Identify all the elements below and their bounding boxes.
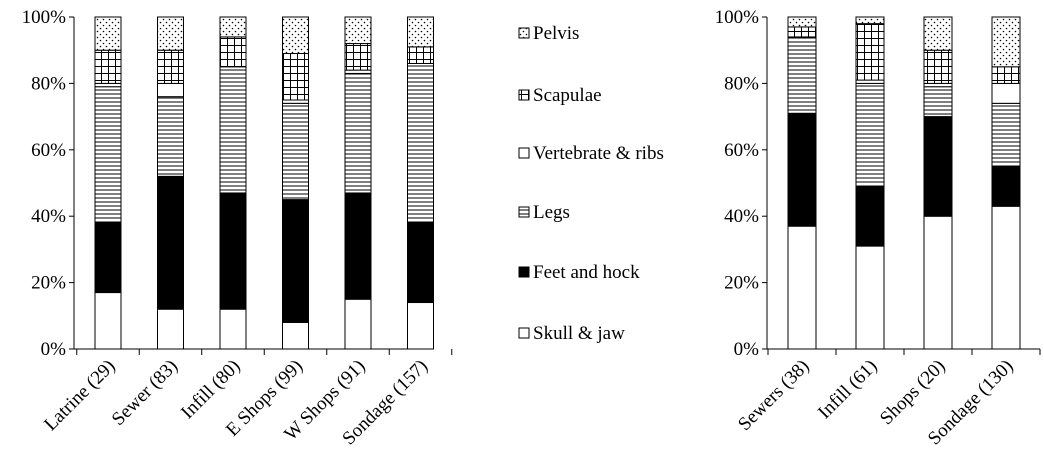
bar-segment-legs: [991, 102, 1021, 167]
legend-swatch-skull-jaw: [518, 327, 530, 339]
legend-swatch-scapulae: [518, 89, 530, 101]
bar-segment-skull-jaw: [94, 292, 122, 350]
bar-segment-scapulae: [157, 49, 184, 84]
bar-segment-legs: [787, 36, 817, 114]
bar-segment-scapulae: [94, 49, 122, 84]
bar-segment-pelvis: [923, 16, 953, 51]
x-category-label: Sewers (38): [734, 356, 813, 435]
bar-segment-skull-jaw: [855, 245, 885, 350]
bar-segment-feet-and-hock: [282, 199, 309, 323]
y-tick-label: 40%: [31, 206, 66, 227]
legend-swatch-pelvis: [518, 27, 530, 39]
bar-segment-skull-jaw: [344, 298, 372, 350]
bar-segment-vertebrate-ribs: [157, 82, 184, 98]
bar-segment-skull-jaw: [787, 225, 817, 350]
bar-segment-feet-and-hock: [787, 112, 817, 227]
bar-segment-scapulae: [344, 43, 372, 71]
y-tick-label: 0%: [734, 339, 760, 360]
bar-segment-scapulae: [991, 66, 1021, 84]
y-tick-label: 100%: [22, 7, 67, 28]
bar-segment-legs: [344, 72, 372, 194]
x-category-label: Infill (61): [814, 356, 881, 423]
bar-segment-scapulae: [219, 36, 247, 68]
bar-segment-feet-and-hock: [991, 165, 1021, 207]
bar-segment-pelvis: [219, 16, 247, 38]
y-tick-label: 80%: [724, 73, 759, 94]
legend-swatch-legs: [518, 206, 530, 218]
y-tick-label: 100%: [715, 7, 760, 28]
bar-segment-pelvis: [157, 16, 184, 51]
x-category-label: Latrine (29): [40, 356, 119, 435]
bar-segment-feet-and-hock: [923, 116, 953, 217]
chart-left: 0% 20% 40% 60% 80% 100% Latrine (29)Sewer (83)…: [22, 7, 453, 449]
y-tick-label: 60%: [31, 140, 66, 161]
bar-segment-pelvis: [991, 16, 1021, 68]
legend-swatch-vertebrate-ribs: [518, 147, 530, 159]
bar-segment-skull-jaw: [157, 308, 184, 350]
x-category-label: Sewer (83): [108, 356, 182, 430]
bar-segment-scapulae: [855, 23, 885, 81]
bar-segment-legs: [282, 102, 309, 201]
bar-segment-feet-and-hock: [157, 175, 184, 310]
bar-segment-skull-jaw: [219, 308, 247, 350]
legend-swatch-feet-and-hock: [518, 266, 530, 278]
bar-segment-feet-and-hock: [855, 185, 885, 247]
y-tick-label: 80%: [31, 73, 66, 94]
bar-segment-skull-jaw: [407, 302, 434, 350]
bar-segment-scapulae: [282, 53, 309, 101]
bar-segment-legs: [219, 66, 247, 194]
bar-segment-skull-jaw: [282, 321, 309, 350]
legend: Pelvis Scapulae Vertebrate & ribs Legs Feet …: [518, 23, 664, 344]
bar-segment-pelvis: [855, 16, 885, 25]
bar-segment-feet-and-hock: [344, 192, 372, 300]
y-tick-label: 20%: [31, 273, 66, 294]
y-tick-label: 20%: [724, 273, 759, 294]
legend-label: Pelvis: [533, 23, 579, 44]
y-tick-label: 60%: [724, 140, 759, 161]
y-tick-label: 40%: [724, 206, 759, 227]
bar-segment-skull-jaw: [923, 215, 953, 350]
legend-label: Scapulae: [533, 85, 602, 106]
bar-segment-scapulae: [407, 46, 434, 64]
bar-segment-pelvis: [787, 16, 817, 28]
bar-segment-skull-jaw: [991, 205, 1021, 350]
legend-label: Feet and hock: [533, 262, 640, 283]
bar-segment-feet-and-hock: [407, 222, 434, 304]
bar-segment-vertebrate-ribs: [991, 82, 1021, 104]
bar-segment-scapulae: [787, 26, 817, 38]
x-category-label: Shops (20): [876, 356, 949, 429]
bar-segment-pelvis: [344, 16, 372, 45]
legend-label: Vertebrate & ribs: [533, 143, 664, 164]
bar-segment-legs: [923, 86, 953, 118]
bar-segment-scapulae: [923, 49, 953, 84]
bar-segment-pelvis: [94, 16, 122, 51]
y-tick-label: 0%: [41, 339, 67, 360]
legend-label: Legs: [533, 202, 570, 223]
bar-segment-pelvis: [282, 16, 309, 55]
chart-right: 0% 20% 40% 60% 80% 100% Sewers (38) Infill (61)…: [715, 7, 1041, 449]
bar-segment-feet-and-hock: [219, 192, 247, 310]
legend-label: Skull & jaw: [533, 323, 625, 344]
bar-segment-feet-and-hock: [94, 222, 122, 294]
bar-segment-legs: [407, 62, 434, 224]
bar-segment-legs: [855, 82, 885, 187]
bar-segment-pelvis: [407, 16, 434, 48]
bar-segment-legs: [157, 96, 184, 177]
bar-segment-legs: [94, 86, 122, 224]
